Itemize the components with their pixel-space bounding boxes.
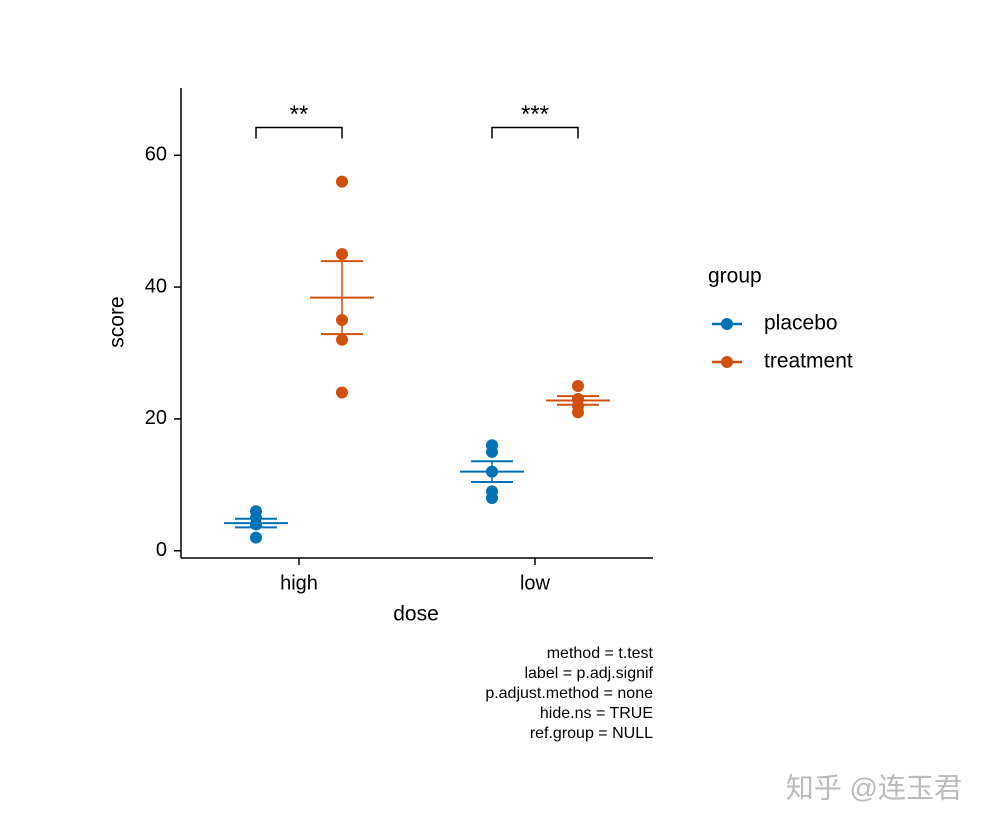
data-point: [486, 485, 498, 498]
legend-dot: [721, 356, 733, 368]
y-tick-label: 60: [145, 144, 167, 166]
y-tick-label: 40: [145, 275, 167, 297]
x-tick-label: high: [280, 572, 318, 594]
significance-bracket: [255, 126, 343, 139]
legend-label: placebo: [764, 312, 838, 335]
significance-label: ***: [521, 101, 549, 128]
data-point: [336, 333, 348, 346]
legend-dot: [721, 318, 733, 330]
legend-title: group: [708, 265, 762, 288]
caption-line: hide.ns = TRUE: [540, 705, 653, 722]
significance-bracket: [491, 126, 579, 139]
caption-line: p.adjust.method = none: [485, 685, 653, 702]
caption-line: label = p.adj.signif: [524, 665, 653, 682]
x-axis-title: dose: [393, 603, 439, 626]
watermark: 知乎 @连玉君: [786, 772, 962, 803]
caption-line: ref.group = NULL: [530, 725, 653, 742]
y-axis-title: score: [106, 296, 129, 347]
data-point: [336, 248, 348, 261]
y-tick-label: 20: [145, 407, 167, 429]
significance-label: **: [290, 101, 309, 128]
data-point: [486, 439, 498, 452]
legend-label: treatment: [764, 350, 853, 373]
data-point: [250, 505, 262, 518]
x-tick-label: low: [520, 572, 551, 594]
caption-line: method = t.test: [547, 645, 654, 662]
data-point: [250, 531, 262, 544]
data-point: [336, 175, 348, 188]
y-tick-label: 0: [156, 539, 167, 561]
data-point: [572, 379, 584, 392]
data-point: [336, 386, 348, 399]
